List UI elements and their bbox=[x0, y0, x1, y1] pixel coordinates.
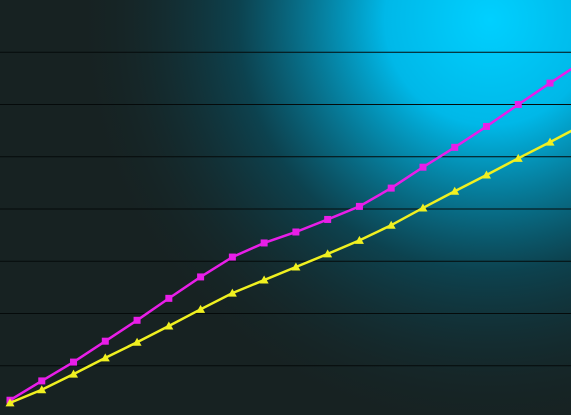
marker bbox=[165, 294, 173, 302]
marker bbox=[324, 215, 332, 223]
marker bbox=[354, 235, 364, 244]
marker bbox=[70, 358, 78, 366]
marker bbox=[483, 122, 491, 130]
marker bbox=[323, 249, 333, 258]
marker bbox=[545, 137, 555, 146]
marker bbox=[133, 316, 141, 324]
marker bbox=[101, 337, 109, 345]
marker bbox=[482, 170, 492, 179]
marker bbox=[419, 163, 427, 171]
marker bbox=[132, 337, 142, 346]
marker bbox=[196, 304, 206, 313]
marker bbox=[37, 385, 47, 394]
marker bbox=[450, 186, 460, 195]
marker bbox=[386, 220, 396, 229]
plot-area bbox=[0, 51, 571, 407]
marker bbox=[292, 228, 300, 236]
marker bbox=[228, 253, 236, 261]
marker bbox=[291, 262, 301, 271]
marker bbox=[513, 153, 523, 162]
marker bbox=[227, 288, 237, 297]
marker bbox=[387, 184, 395, 192]
marker bbox=[514, 101, 522, 108]
marker bbox=[164, 321, 174, 330]
marker bbox=[418, 203, 428, 212]
marker bbox=[355, 202, 363, 210]
marker bbox=[100, 353, 110, 362]
marker bbox=[197, 273, 205, 281]
marker bbox=[5, 398, 15, 407]
marker bbox=[38, 377, 46, 385]
marker bbox=[546, 79, 554, 87]
marker bbox=[69, 369, 79, 378]
marker bbox=[451, 143, 459, 151]
marker bbox=[260, 239, 268, 247]
marker bbox=[259, 275, 269, 284]
